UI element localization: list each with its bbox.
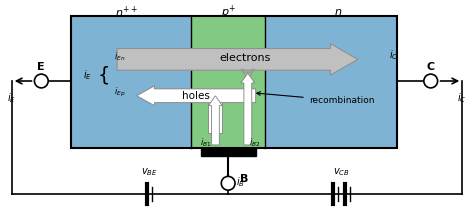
Text: $i_{Ep}$: $i_{Ep}$ <box>114 86 126 99</box>
Circle shape <box>424 74 438 88</box>
Circle shape <box>221 176 235 190</box>
Text: $i_C$: $i_C$ <box>390 49 399 62</box>
Text: $i_C$: $i_C$ <box>457 91 467 105</box>
Bar <box>209 96 222 133</box>
Text: $n^{++}$: $n^{++}$ <box>115 4 138 20</box>
Text: electrons: electrons <box>219 53 271 63</box>
Text: $i_B$: $i_B$ <box>236 175 245 189</box>
FancyArrow shape <box>209 96 222 145</box>
Circle shape <box>35 74 48 88</box>
Text: $n$: $n$ <box>334 7 342 17</box>
FancyArrow shape <box>241 73 255 145</box>
Text: E: E <box>37 62 45 72</box>
Text: C: C <box>427 62 435 72</box>
Bar <box>264 16 397 148</box>
Text: $p^{+}$: $p^{+}$ <box>220 4 236 21</box>
Text: $v_{CB}$: $v_{CB}$ <box>333 167 350 178</box>
Bar <box>71 16 191 148</box>
Text: $i_{B1}$: $i_{B1}$ <box>200 137 211 149</box>
Text: $i_E$: $i_E$ <box>83 68 92 82</box>
Text: $v_{BE}$: $v_{BE}$ <box>141 167 158 178</box>
Bar <box>71 16 397 148</box>
Bar <box>191 16 264 148</box>
Text: recombination: recombination <box>257 92 374 105</box>
Text: {: { <box>98 65 110 84</box>
Text: B: B <box>240 174 248 184</box>
Text: $i_{B2}$: $i_{B2}$ <box>249 137 260 149</box>
FancyArrow shape <box>137 86 255 106</box>
Text: $i_E$: $i_E$ <box>7 91 16 105</box>
Text: holes: holes <box>182 91 210 101</box>
FancyArrow shape <box>117 44 358 75</box>
FancyArrow shape <box>241 69 255 79</box>
Text: $i_{En}$: $i_{En}$ <box>114 50 126 63</box>
Bar <box>201 148 255 156</box>
